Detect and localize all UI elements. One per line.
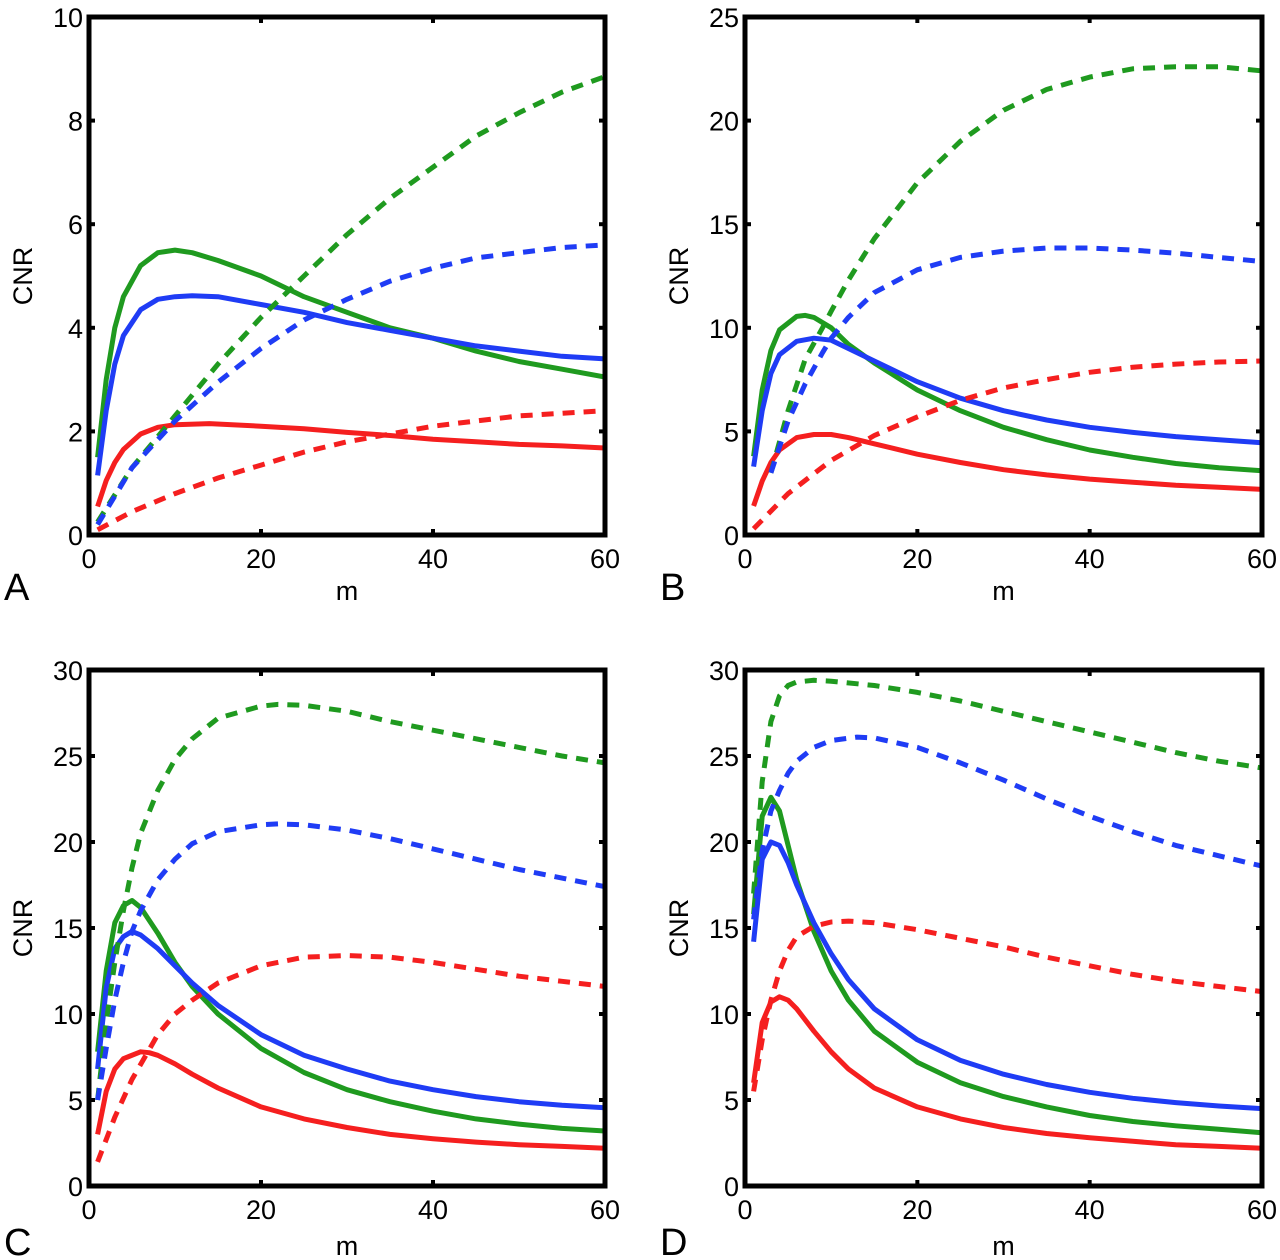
- y-tick-label: 10: [53, 1000, 83, 1030]
- y-tick-label: 15: [53, 914, 83, 944]
- series-line-green-dashed: [95, 701, 605, 1101]
- x-tick-label: 60: [590, 1195, 620, 1225]
- y-tick-label: 20: [709, 107, 739, 137]
- series-line-red-solid: [751, 994, 1262, 1151]
- y-tick-label: 30: [53, 656, 83, 686]
- y-tick-label: 25: [53, 742, 83, 772]
- series-line-green-solid: [751, 794, 1262, 1136]
- series-line-red-solid: [95, 1049, 605, 1151]
- series-line-red-solid: [751, 432, 1262, 507]
- series-line-blue-solid: [95, 928, 605, 1111]
- y-tick-label: 6: [68, 210, 83, 240]
- y-tick-label: 15: [709, 914, 739, 944]
- y-tick-label: 5: [68, 1086, 83, 1116]
- series-line-blue-dashed: [95, 242, 605, 526]
- x-tick-label: 60: [590, 544, 620, 574]
- y-tick-label: 30: [709, 656, 739, 686]
- x-tick-label: 20: [246, 544, 276, 574]
- series-line-green-dashed: [768, 64, 1262, 474]
- x-axis-label: m: [992, 576, 1015, 606]
- series-group: [95, 74, 605, 533]
- x-tick-label: 40: [1075, 1195, 1105, 1225]
- y-axis-label: CNR: [664, 247, 694, 306]
- series-line-blue-solid: [751, 839, 1262, 1112]
- series-line-green-dashed: [95, 74, 605, 524]
- x-tick-label: 0: [737, 1195, 752, 1225]
- y-tick-label: 4: [68, 314, 83, 344]
- y-tick-label: 5: [724, 1086, 739, 1116]
- y-tick-label: 25: [709, 3, 739, 33]
- y-axis-label: CNR: [8, 899, 38, 958]
- y-tick-label: 10: [709, 1000, 739, 1030]
- series-line-blue-dashed: [768, 245, 1262, 474]
- y-axis-label: CNR: [8, 247, 38, 306]
- series-group: [751, 677, 1262, 1151]
- axes-frame: [86, 667, 608, 1189]
- y-tick-label: 15: [709, 210, 739, 240]
- x-tick-label: 20: [902, 544, 932, 574]
- x-axis-label: m: [992, 1231, 1015, 1260]
- series-line-red-dashed: [95, 953, 605, 1163]
- axes-frame: [742, 14, 1265, 538]
- panel-letter: A: [4, 567, 30, 609]
- series-line-red-solid: [95, 421, 605, 508]
- x-tick-label: 0: [737, 544, 752, 574]
- y-tick-label: 20: [53, 828, 83, 858]
- x-tick-label: 60: [1247, 544, 1277, 574]
- series-line-red-dashed: [751, 358, 1262, 531]
- x-tick-label: 0: [81, 544, 96, 574]
- x-tick-label: 20: [902, 1195, 932, 1225]
- x-tick-label: 20: [246, 1195, 276, 1225]
- series-line-green-solid: [95, 247, 605, 458]
- y-tick-label: 10: [709, 314, 739, 344]
- series-line-blue-dashed: [751, 734, 1262, 920]
- panel-c: 0 5 10 15 20 25 30 0 20 40 60 m CNR C: [4, 656, 620, 1260]
- y-tick-label: 0: [724, 521, 739, 551]
- panel-a: 0 2 4 6 8 10 0 20 40 60 m CNR A: [4, 3, 620, 609]
- panel-b: 0 5 10 15 20 25 0 20 40 60 m CNR B: [660, 3, 1277, 609]
- panel-d: 0 5 10 15 20 25 30 0 20 40 60 m CNR D: [660, 656, 1277, 1260]
- y-tick-label: 0: [68, 521, 83, 551]
- panel-letter: C: [4, 1222, 31, 1260]
- series-line-red-dashed: [96, 408, 605, 533]
- y-tick-label: 8: [68, 107, 83, 137]
- series-line-green-solid: [95, 898, 605, 1134]
- y-tick-label: 5: [724, 417, 739, 447]
- series-group: [95, 701, 605, 1163]
- axes-frame: [86, 14, 608, 538]
- x-tick-label: 40: [418, 1195, 448, 1225]
- y-tick-label: 0: [68, 1172, 83, 1202]
- y-axis-label: CNR: [664, 899, 694, 958]
- x-tick-label: 60: [1247, 1195, 1277, 1225]
- x-axis-label: m: [336, 1231, 359, 1260]
- series-group: [751, 64, 1262, 531]
- series-line-blue-solid: [95, 293, 605, 476]
- panel-letter: B: [660, 567, 685, 609]
- y-tick-label: 10: [53, 3, 83, 33]
- y-tick-label: 2: [68, 417, 83, 447]
- y-tick-label: 20: [709, 828, 739, 858]
- y-tick-label: 25: [709, 742, 739, 772]
- series-line-green-dashed: [751, 677, 1262, 894]
- panel-letter: D: [660, 1222, 687, 1260]
- series-line-red-dashed: [751, 918, 1262, 1092]
- x-tick-label: 0: [81, 1195, 96, 1225]
- x-tick-label: 40: [418, 544, 448, 574]
- y-tick-label: 0: [724, 1172, 739, 1202]
- x-axis-label: m: [336, 576, 359, 606]
- x-tick-label: 40: [1075, 544, 1105, 574]
- axes-frame: [742, 667, 1265, 1189]
- series-line-blue-solid: [751, 335, 1262, 467]
